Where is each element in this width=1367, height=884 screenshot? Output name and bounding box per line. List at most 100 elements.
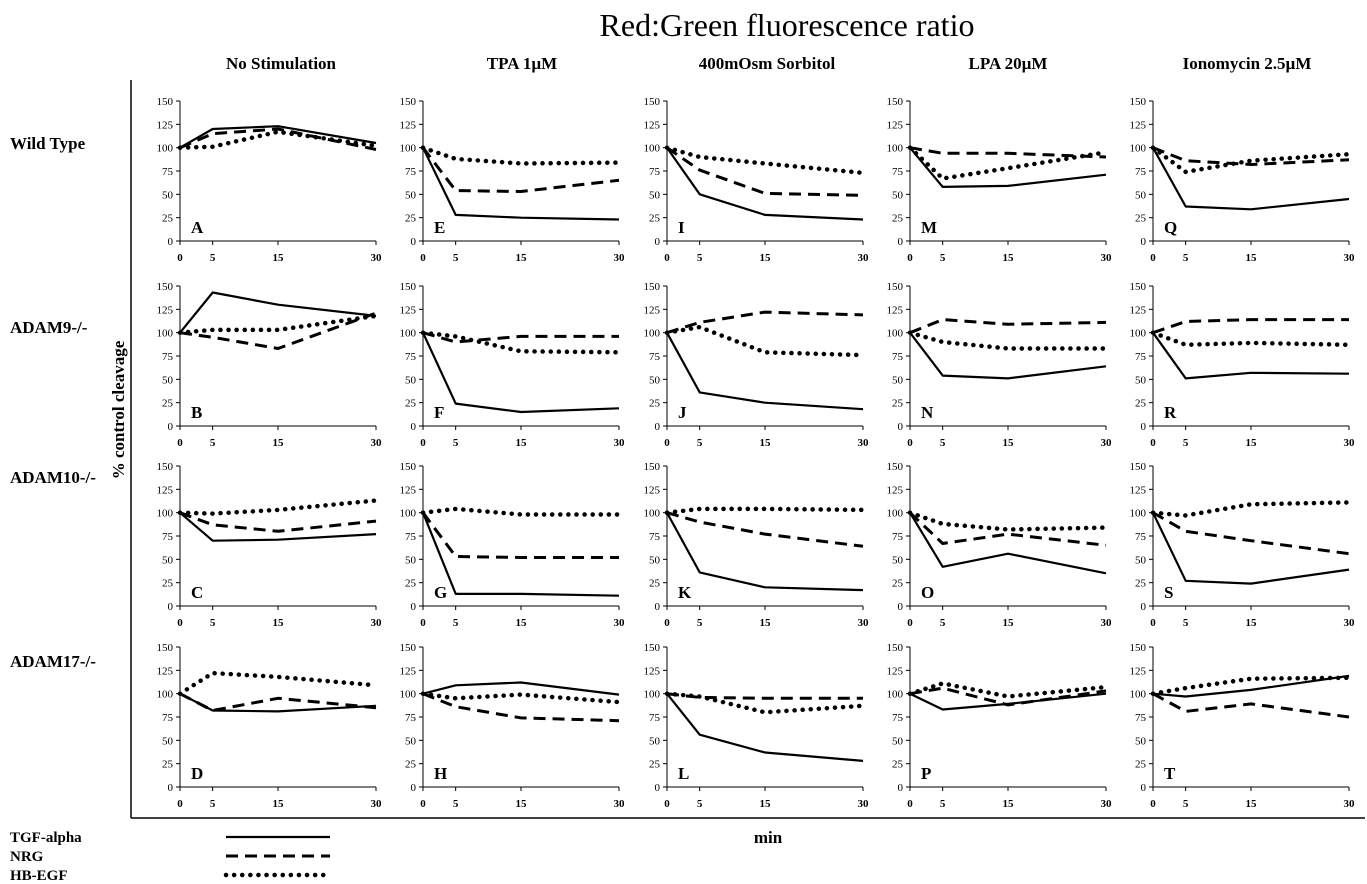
y-tick-label: 25 bbox=[162, 759, 174, 771]
y-tick-label: 150 bbox=[644, 281, 661, 293]
x-tick-label: 15 bbox=[1003, 798, 1015, 810]
y-tick-label: 125 bbox=[887, 119, 904, 131]
x-tick-label: 0 bbox=[664, 252, 670, 264]
y-tick-label: 75 bbox=[405, 351, 417, 363]
y-tick-label: 50 bbox=[649, 374, 661, 386]
x-tick-label: 15 bbox=[1246, 617, 1258, 629]
y-tick-label: 125 bbox=[157, 665, 174, 677]
y-tick-label: 125 bbox=[1130, 665, 1147, 677]
panel-letter: F bbox=[434, 403, 444, 422]
x-tick-label: 0 bbox=[420, 437, 426, 449]
y-tick-label: 25 bbox=[649, 213, 661, 225]
x-tick-label: 30 bbox=[1101, 617, 1113, 629]
series-nrg-line bbox=[179, 511, 377, 533]
x-tick-label: 15 bbox=[516, 798, 528, 810]
y-tick-label: 100 bbox=[1130, 689, 1147, 701]
y-tick-label: 0 bbox=[1141, 782, 1147, 794]
panel-T: 0 25 50 75 100 125 150 0 5 15 30 T bbox=[1130, 642, 1356, 810]
y-tick-label: 125 bbox=[157, 119, 174, 131]
x-tick-label: 5 bbox=[1183, 798, 1189, 810]
x-tick-label: 5 bbox=[453, 798, 459, 810]
y-tick-label: 50 bbox=[162, 189, 174, 201]
legend-label: NRG bbox=[10, 849, 44, 865]
series-hb-egf-line bbox=[664, 324, 866, 358]
y-tick-label: 150 bbox=[1130, 281, 1147, 293]
series-tgf-alpha-line bbox=[179, 692, 377, 713]
x-tick-label: 0 bbox=[1150, 437, 1156, 449]
series-hb-egf-line bbox=[420, 691, 622, 705]
y-tick-label: 0 bbox=[1141, 601, 1147, 613]
y-tick-label: 25 bbox=[1135, 398, 1147, 410]
y-tick-label: 100 bbox=[1130, 508, 1147, 520]
y-tick-label: 25 bbox=[649, 578, 661, 590]
panel-letter: L bbox=[678, 764, 689, 783]
y-tick-label: 50 bbox=[1135, 189, 1147, 201]
x-tick-label: 30 bbox=[614, 617, 626, 629]
series-hb-egf-line bbox=[664, 506, 866, 515]
series-tgf-alpha-line bbox=[909, 692, 1107, 711]
x-tick-label: 15 bbox=[760, 252, 772, 264]
x-tick-label: 0 bbox=[420, 252, 426, 264]
series-tgf-alpha-line bbox=[179, 291, 377, 334]
y-tick-label: 75 bbox=[1135, 351, 1147, 363]
series-hb-egf-line bbox=[177, 498, 379, 516]
y-tick-label: 25 bbox=[649, 759, 661, 771]
panel-E: 0 25 50 75 100 125 150 0 5 15 30 E bbox=[400, 96, 626, 264]
y-tick-label: 50 bbox=[405, 735, 417, 747]
panel-L: 0 25 50 75 100 125 150 0 5 15 30 L bbox=[644, 642, 870, 810]
y-tick-label: 75 bbox=[892, 531, 904, 543]
x-tick-label: 15 bbox=[1003, 252, 1015, 264]
series-hb-egf-line bbox=[177, 313, 379, 335]
x-tick-label: 5 bbox=[697, 437, 703, 449]
condition-header: 400mOsm Sorbitol bbox=[699, 54, 836, 73]
x-tick-label: 30 bbox=[858, 798, 870, 810]
y-tick-label: 0 bbox=[168, 421, 174, 433]
y-tick-label: 150 bbox=[157, 96, 174, 108]
series-tgf-alpha-line bbox=[422, 332, 620, 414]
y-tick-label: 0 bbox=[898, 236, 904, 248]
panel-G: 0 25 50 75 100 125 150 0 5 15 30 G bbox=[400, 461, 626, 629]
y-tick-label: 0 bbox=[1141, 421, 1147, 433]
panel-I: 0 25 50 75 100 125 150 0 5 15 30 I bbox=[644, 96, 870, 264]
x-tick-label: 5 bbox=[453, 252, 459, 264]
series-tgf-alpha-line bbox=[909, 146, 1107, 188]
x-tick-label: 0 bbox=[177, 617, 183, 629]
condition-header: TPA 1µM bbox=[487, 54, 557, 73]
y-tick-label: 100 bbox=[887, 689, 904, 701]
y-tick-label: 75 bbox=[649, 166, 661, 178]
y-tick-label: 100 bbox=[400, 508, 417, 520]
series-hb-egf-line bbox=[664, 691, 866, 715]
genotype-label: Wild Type bbox=[10, 134, 86, 153]
y-tick-label: 150 bbox=[157, 642, 174, 654]
y-tick-label: 150 bbox=[887, 461, 904, 473]
y-tick-label: 25 bbox=[162, 398, 174, 410]
y-tick-label: 75 bbox=[1135, 712, 1147, 724]
condition-header: LPA 20µM bbox=[969, 54, 1048, 73]
y-tick-label: 75 bbox=[649, 712, 661, 724]
y-tick-label: 75 bbox=[162, 166, 174, 178]
y-tick-label: 25 bbox=[649, 398, 661, 410]
y-tick-label: 125 bbox=[400, 304, 417, 316]
y-tick-label: 75 bbox=[892, 712, 904, 724]
series-tgf-alpha-line bbox=[666, 512, 864, 592]
series-tgf-alpha-line bbox=[666, 332, 864, 411]
y-tick-label: 150 bbox=[887, 281, 904, 293]
y-tick-label: 75 bbox=[1135, 531, 1147, 543]
y-tick-label: 25 bbox=[405, 398, 417, 410]
panel-F: 0 25 50 75 100 125 150 0 5 15 30 F bbox=[400, 281, 626, 449]
series-tgf-alpha-line bbox=[909, 512, 1107, 575]
series-tgf-alpha-line bbox=[422, 147, 620, 221]
y-tick-label: 0 bbox=[411, 236, 417, 248]
series-tgf-alpha-line bbox=[421, 512, 620, 597]
series-nrg-line bbox=[421, 511, 619, 559]
y-tick-label: 100 bbox=[887, 328, 904, 340]
panel-M: 0 25 50 75 100 125 150 0 5 15 30 M bbox=[887, 96, 1113, 264]
x-tick-label: 0 bbox=[664, 617, 670, 629]
y-tick-label: 0 bbox=[1141, 236, 1147, 248]
y-tick-label: 50 bbox=[162, 735, 174, 747]
panel-letter: B bbox=[191, 403, 202, 422]
y-tick-label: 75 bbox=[892, 351, 904, 363]
y-tick-label: 50 bbox=[649, 189, 661, 201]
